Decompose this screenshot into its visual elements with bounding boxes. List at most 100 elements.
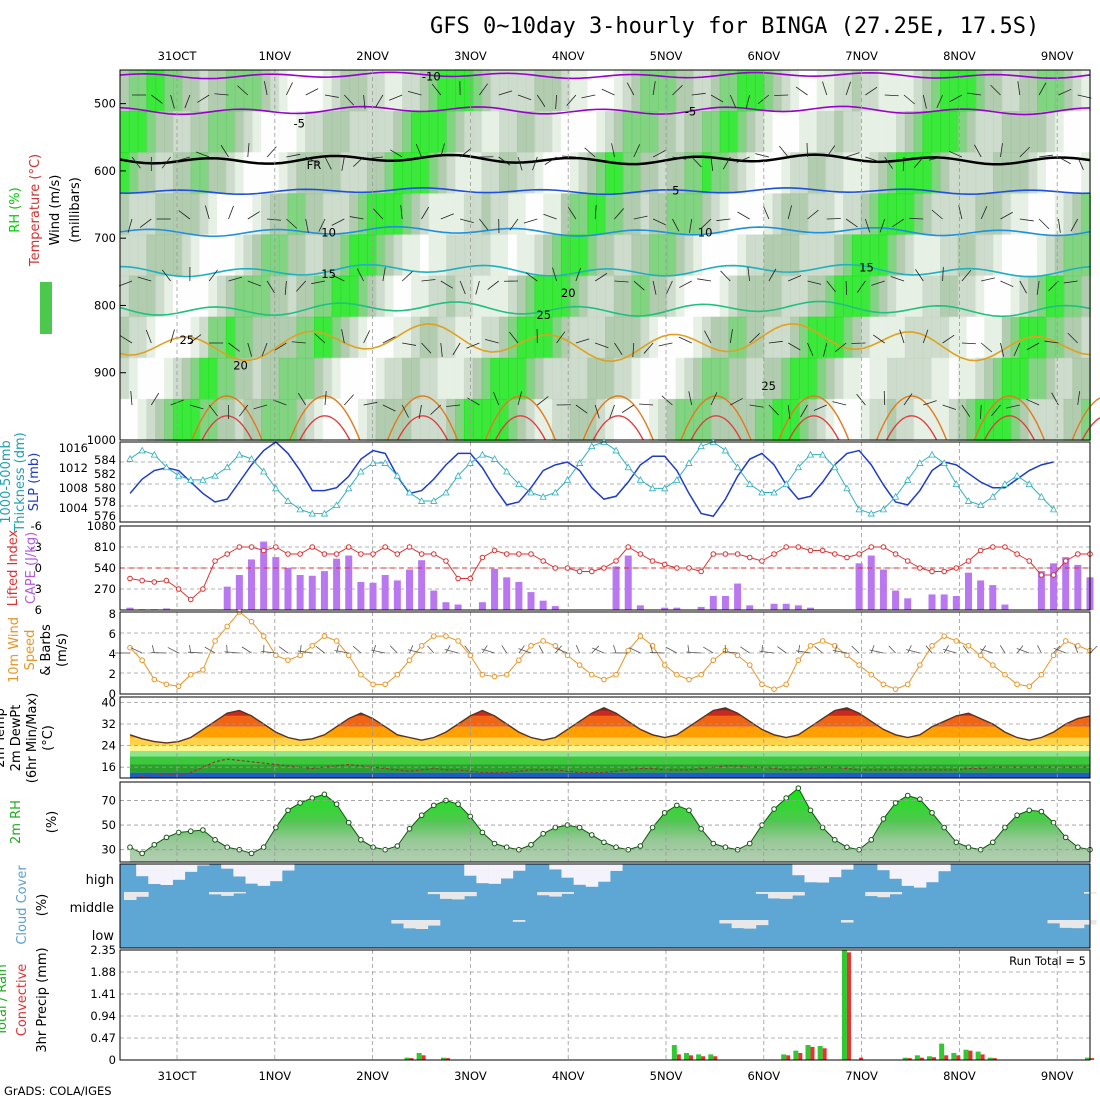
thickness-marker bbox=[976, 501, 985, 509]
rh-shade bbox=[217, 70, 227, 113]
wind-barb bbox=[466, 342, 480, 349]
rh-shade bbox=[552, 70, 562, 113]
rh-marker bbox=[418, 812, 425, 819]
rh-shade bbox=[463, 275, 474, 318]
cloud-gap bbox=[464, 892, 477, 897]
rh-shade bbox=[649, 111, 659, 154]
isotherm-hump bbox=[592, 415, 644, 441]
wind-barb bbox=[389, 149, 403, 158]
rh-shade bbox=[322, 316, 333, 359]
panel-slp-thickness: 57657858058258410041008101210161000-500m… bbox=[0, 432, 1091, 533]
rh-shade bbox=[904, 193, 915, 236]
wind-speed-marker bbox=[418, 642, 425, 649]
wind-barb bbox=[440, 342, 443, 357]
rh-shade bbox=[1054, 111, 1065, 154]
temp-band bbox=[130, 707, 1090, 711]
wind-speed-marker bbox=[807, 642, 814, 649]
wind-barb bbox=[925, 645, 933, 654]
rh-shade bbox=[790, 398, 800, 441]
rh-shade bbox=[490, 275, 501, 318]
wind-barb bbox=[879, 218, 886, 233]
wind-barb bbox=[749, 332, 760, 344]
wind-speed-marker bbox=[953, 638, 960, 644]
rh-shade bbox=[666, 316, 677, 359]
rh-shade bbox=[349, 111, 360, 154]
rh-shade bbox=[904, 275, 915, 318]
wind-barb bbox=[130, 647, 143, 654]
wind-barb bbox=[517, 391, 523, 406]
rh-shade bbox=[1019, 398, 1030, 441]
wind-barb bbox=[167, 647, 179, 654]
precip-total-bar bbox=[902, 1057, 908, 1060]
wind-barb bbox=[584, 147, 596, 158]
wind-barb bbox=[643, 342, 654, 354]
wind-barb bbox=[614, 208, 624, 220]
rh-shade bbox=[120, 234, 130, 277]
rh-shade bbox=[1037, 398, 1047, 441]
wind-barb bbox=[127, 218, 133, 233]
rh-shade bbox=[931, 70, 942, 113]
rh-shade bbox=[164, 234, 174, 277]
rh-shade bbox=[913, 234, 924, 277]
wind-barb bbox=[264, 81, 268, 96]
thickness-marker bbox=[855, 505, 863, 513]
wind-barb bbox=[189, 334, 202, 344]
cloud-gap bbox=[233, 892, 246, 894]
rh-shade bbox=[657, 275, 668, 318]
rh-shade bbox=[217, 111, 227, 154]
rh-shade bbox=[164, 193, 174, 236]
wind-barb bbox=[697, 278, 712, 282]
rh-shade bbox=[349, 275, 360, 318]
y-tick-label-left: 576 bbox=[94, 509, 116, 523]
rh-marker bbox=[491, 840, 498, 847]
wind-barb bbox=[942, 334, 955, 344]
rh-shade bbox=[1072, 152, 1083, 195]
isotherm-line bbox=[119, 153, 1091, 166]
wind-speed-marker bbox=[868, 671, 875, 678]
cape-bar bbox=[491, 568, 499, 610]
wind-barb bbox=[1058, 218, 1061, 233]
wind-barb bbox=[1048, 280, 1059, 292]
axis-label: 2m RH bbox=[9, 800, 24, 844]
rh-shade bbox=[754, 275, 765, 318]
isotherm-hump bbox=[582, 395, 654, 441]
li-marker bbox=[625, 544, 632, 550]
wind-barb bbox=[178, 210, 191, 220]
cape-bar bbox=[515, 582, 523, 610]
wind-barb bbox=[184, 94, 191, 109]
precip-total-bar bbox=[683, 1052, 689, 1060]
cape-bar bbox=[357, 582, 365, 610]
wind-speed-marker bbox=[1062, 638, 1069, 644]
rh-shade bbox=[728, 316, 739, 359]
cloud-gap bbox=[901, 864, 915, 886]
wind-speed-marker bbox=[564, 652, 571, 659]
rh-shade bbox=[1028, 152, 1039, 195]
rh-shade bbox=[816, 111, 827, 154]
rh-shade bbox=[217, 193, 227, 236]
wind-barb bbox=[650, 644, 653, 654]
rh-shade bbox=[702, 193, 712, 236]
rh-shade bbox=[816, 70, 827, 113]
wind-barb bbox=[479, 218, 489, 231]
cape-bar bbox=[551, 606, 559, 610]
thickness-marker bbox=[818, 450, 827, 458]
wind-barb bbox=[311, 280, 326, 285]
cape-bar bbox=[126, 607, 134, 610]
wind-barb bbox=[749, 404, 764, 408]
rh-shade bbox=[305, 234, 315, 277]
panel-frame bbox=[119, 69, 1091, 441]
rh-marker bbox=[297, 800, 303, 806]
axis-label: Convective bbox=[15, 964, 30, 1037]
rh-shade bbox=[913, 316, 924, 359]
cape-bar bbox=[879, 569, 887, 610]
rh-shade bbox=[455, 357, 465, 400]
wind-barb bbox=[1017, 81, 1021, 96]
rh-shade bbox=[948, 70, 959, 113]
rh-shade bbox=[225, 316, 236, 359]
li-marker bbox=[200, 586, 206, 592]
cape-bar bbox=[794, 605, 802, 610]
wind-barb bbox=[703, 646, 714, 654]
rh-shade bbox=[208, 234, 218, 277]
wind-speed-marker bbox=[333, 638, 340, 644]
rh-shade bbox=[737, 316, 748, 359]
